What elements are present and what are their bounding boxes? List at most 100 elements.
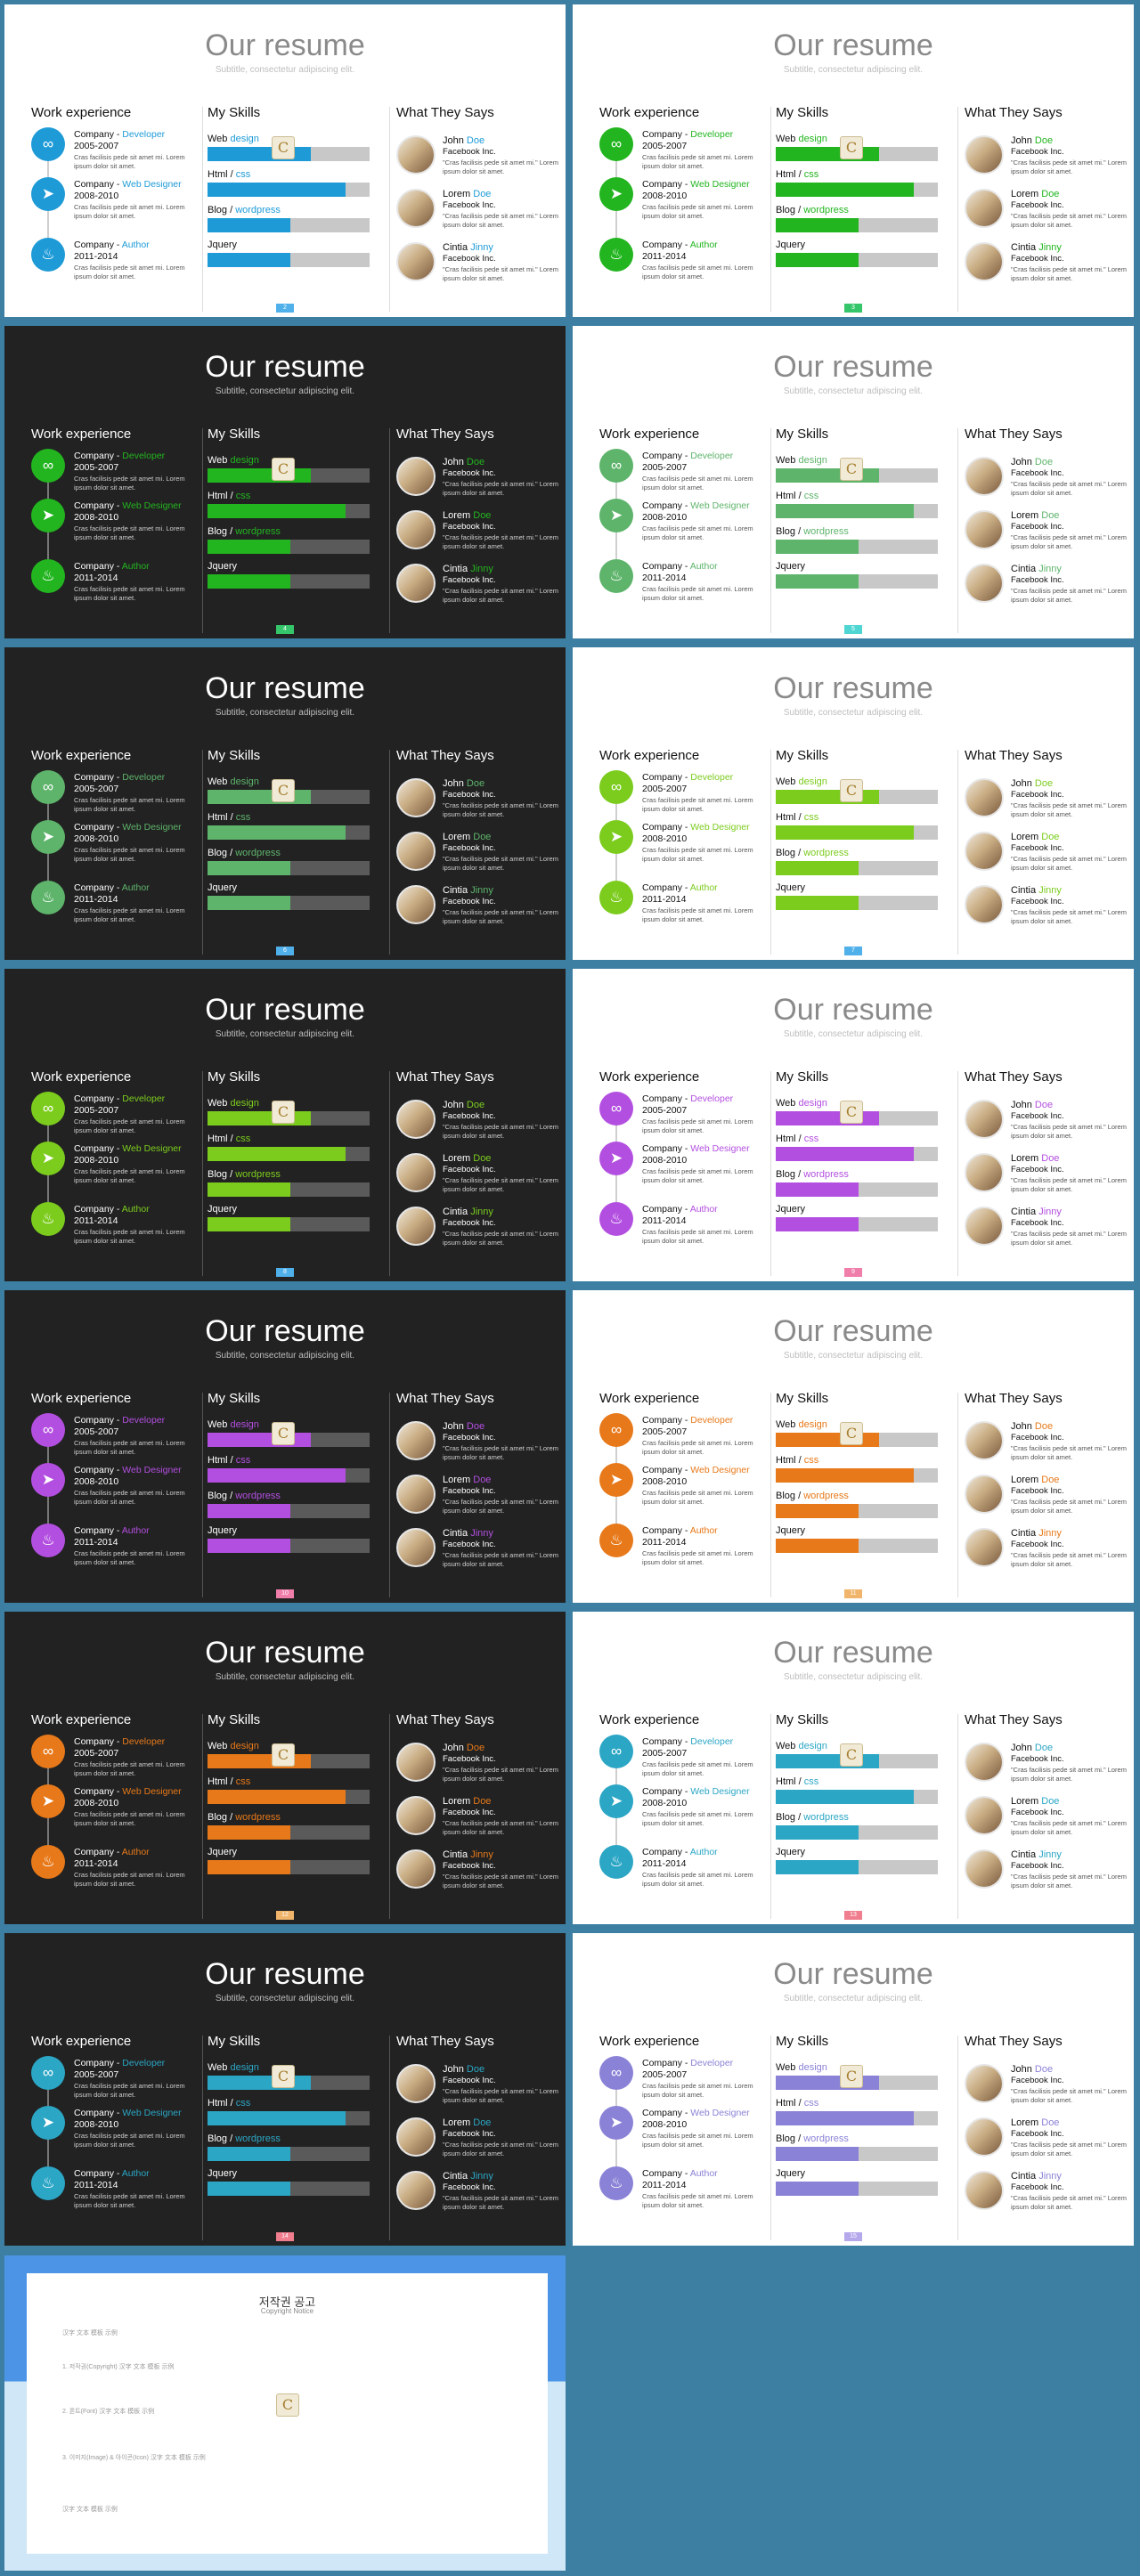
job-role: Author — [689, 240, 718, 250]
job-role: Developer — [122, 451, 166, 461]
skill-bar-fill — [776, 504, 914, 518]
skill-bar-fill — [776, 1539, 859, 1553]
glasses-icon: ∞ — [31, 1092, 65, 1125]
work-item: ➤ Company - Web Designer 2008-2010 Cras fac… — [31, 2106, 200, 2159]
skill-bar-track — [208, 1504, 370, 1518]
job-role: Developer — [690, 1093, 734, 1104]
testimonial-company: Facebook Inc. — [1011, 522, 1064, 532]
skill-bar-track — [208, 1860, 370, 1874]
skill-name: Blog / — [776, 1812, 804, 1823]
job-description: Cras facilisis pede sit amet mi. Lorem i… — [74, 1810, 185, 1827]
testimonial-company: Facebook Inc. — [443, 790, 496, 800]
work-item: ♨ Company - Author 2011-2014 Cras facilisis… — [31, 238, 200, 291]
last-name: Doe — [1034, 1421, 1054, 1432]
skill-name: Jquery — [776, 1525, 806, 1536]
glasses-icon: ∞ — [599, 127, 633, 161]
testimonial-name: Lorem Doe — [1011, 1796, 1059, 1807]
work-item: ∞ Company - Developer 2005-2007 Cras facili… — [31, 1735, 200, 1788]
job-years: 2011-2014 — [74, 2180, 118, 2190]
first-name: John — [443, 2064, 467, 2075]
slide-subtitle: Subtitle, consectetur adipiscing elit. — [215, 1994, 355, 2003]
logo-watermark: C — [840, 136, 863, 159]
testimonial-company: Facebook Inc. — [1011, 1165, 1064, 1174]
copyright-paragraph: 3. 이미지(Image) & 아이콘(Icon) 汉字 文本 模板 示例 — [62, 2455, 206, 2461]
company-name: Company — [642, 1093, 682, 1104]
copyright-slide: 저작권 공고 Copyright Notice 汉字 文本 模板 示例 1. 저… — [4, 2255, 566, 2571]
first-name: Cintia — [443, 2171, 471, 2182]
avatar — [396, 189, 436, 228]
job-description: Cras facilisis pede sit amet mi. Lorem i… — [642, 1228, 753, 1245]
skill-name-accent: design — [230, 134, 259, 144]
testimonial-company: Facebook Inc. — [1011, 1540, 1064, 1549]
testimonial-company: Facebook Inc. — [1011, 1486, 1064, 1496]
copyright-paragraph: 1. 저작권(Copyright) 汉字 文本 模板 示例 — [62, 2364, 175, 2370]
what-they-says-heading: What They Says — [965, 1391, 1063, 1406]
skill-bar-fill — [776, 574, 859, 589]
testimonial-quote: "Cras facilisis pede sit amet mi." Lorem… — [1011, 2194, 1127, 2211]
slide-title: Our resume — [773, 1636, 933, 1670]
avatar — [965, 1528, 1004, 1567]
testimonial: John Doe Facebook Inc. "Cras facilisis ped… — [965, 778, 1129, 830]
work-item-title: Company - Author — [642, 1525, 718, 1536]
job-description: Cras facilisis pede sit amet mi. Lorem i… — [642, 1489, 753, 1506]
company-name: Company — [642, 1786, 682, 1797]
logo-watermark: C — [840, 1101, 863, 1124]
avatar — [396, 1207, 436, 1246]
skill-bar-fill — [208, 504, 346, 518]
job-role: Web Designer — [690, 1143, 750, 1154]
skill-name-accent: wordpress — [235, 1491, 281, 1501]
skill-item: Html / css — [776, 491, 943, 526]
skill-bar-fill — [776, 468, 880, 483]
work-item-title: Company - Web Designer — [74, 179, 182, 190]
first-name: John — [443, 457, 467, 467]
work-item: ∞ Company - Developer 2005-2007 Cras facili… — [31, 2056, 200, 2109]
job-role: Developer — [690, 2058, 734, 2068]
job-description: Cras facilisis pede sit amet mi. Lorem i… — [74, 1228, 185, 1245]
first-name: Cintia — [443, 1849, 471, 1860]
skill-bar-track — [208, 2182, 370, 2196]
testimonial-quote: "Cras facilisis pede sit amet mi." Lorem… — [443, 1123, 558, 1140]
skill-name-accent: design — [230, 776, 259, 787]
skill-bar-fill — [776, 1217, 859, 1231]
job-role: Author — [689, 1847, 718, 1857]
testimonial-name: Lorem Doe — [443, 832, 491, 842]
title-separator: - — [113, 129, 123, 140]
skill-name-accent: wordpress — [235, 1812, 281, 1823]
skill-bar-fill — [208, 2147, 290, 2161]
skill-name-accent: css — [803, 1134, 819, 1144]
column-divider — [389, 107, 390, 312]
testimonial-name: Lorem Doe — [443, 1796, 491, 1807]
logo-watermark: C — [272, 1422, 295, 1445]
skill-name-accent: css — [803, 491, 819, 501]
work-item: ∞ Company - Developer 2005-2007 Cras facili… — [599, 127, 769, 181]
job-role: Author — [689, 882, 718, 893]
first-name: Cintia — [1011, 1528, 1039, 1539]
testimonial-quote: "Cras facilisis pede sit amet mi." Lorem… — [443, 855, 558, 872]
page-number: 10 — [276, 1589, 294, 1598]
last-name: Doe — [1041, 2117, 1060, 2128]
testimonial-company: Facebook Inc. — [1011, 1433, 1064, 1442]
skill-bar-fill — [208, 1468, 346, 1483]
skill-item: Jquery — [208, 1847, 375, 1882]
resume-slide: Our resume Subtitle, consectetur adipisci… — [573, 1290, 1134, 1603]
job-years: 2008-2010 — [74, 833, 119, 844]
work-item: ➤ Company - Web Designer 2008-2010 Cras fac… — [31, 1784, 200, 1838]
skill-item: Blog / wordpress — [776, 526, 943, 562]
last-name: Jinny — [1038, 242, 1062, 253]
company-name: Company — [74, 1465, 114, 1475]
testimonial-quote: "Cras facilisis pede sit amet mi." Lorem… — [1011, 265, 1127, 282]
job-description: Cras facilisis pede sit amet mi. Lorem i… — [74, 1167, 185, 1184]
avatar — [396, 1475, 436, 1514]
what-they-says-heading: What They Says — [965, 1069, 1063, 1085]
job-description: Cras facilisis pede sit amet mi. Lorem i… — [642, 264, 753, 280]
skill-bar-fill — [776, 2111, 914, 2125]
testimonial-quote: "Cras facilisis pede sit amet mi." Lorem… — [443, 533, 558, 550]
first-name: Lorem — [1011, 832, 1042, 842]
company-name: Company — [74, 1847, 114, 1857]
avatar — [396, 1100, 436, 1139]
skill-item: Blog / wordpress — [776, 1812, 943, 1848]
testimonial-quote: "Cras facilisis pede sit amet mi." Lorem… — [1011, 587, 1127, 604]
skill-item: Blog / wordpress — [776, 848, 943, 883]
testimonial: John Doe Facebook Inc. "Cras facilisis ped… — [965, 2064, 1129, 2116]
title-separator: - — [113, 2168, 122, 2179]
